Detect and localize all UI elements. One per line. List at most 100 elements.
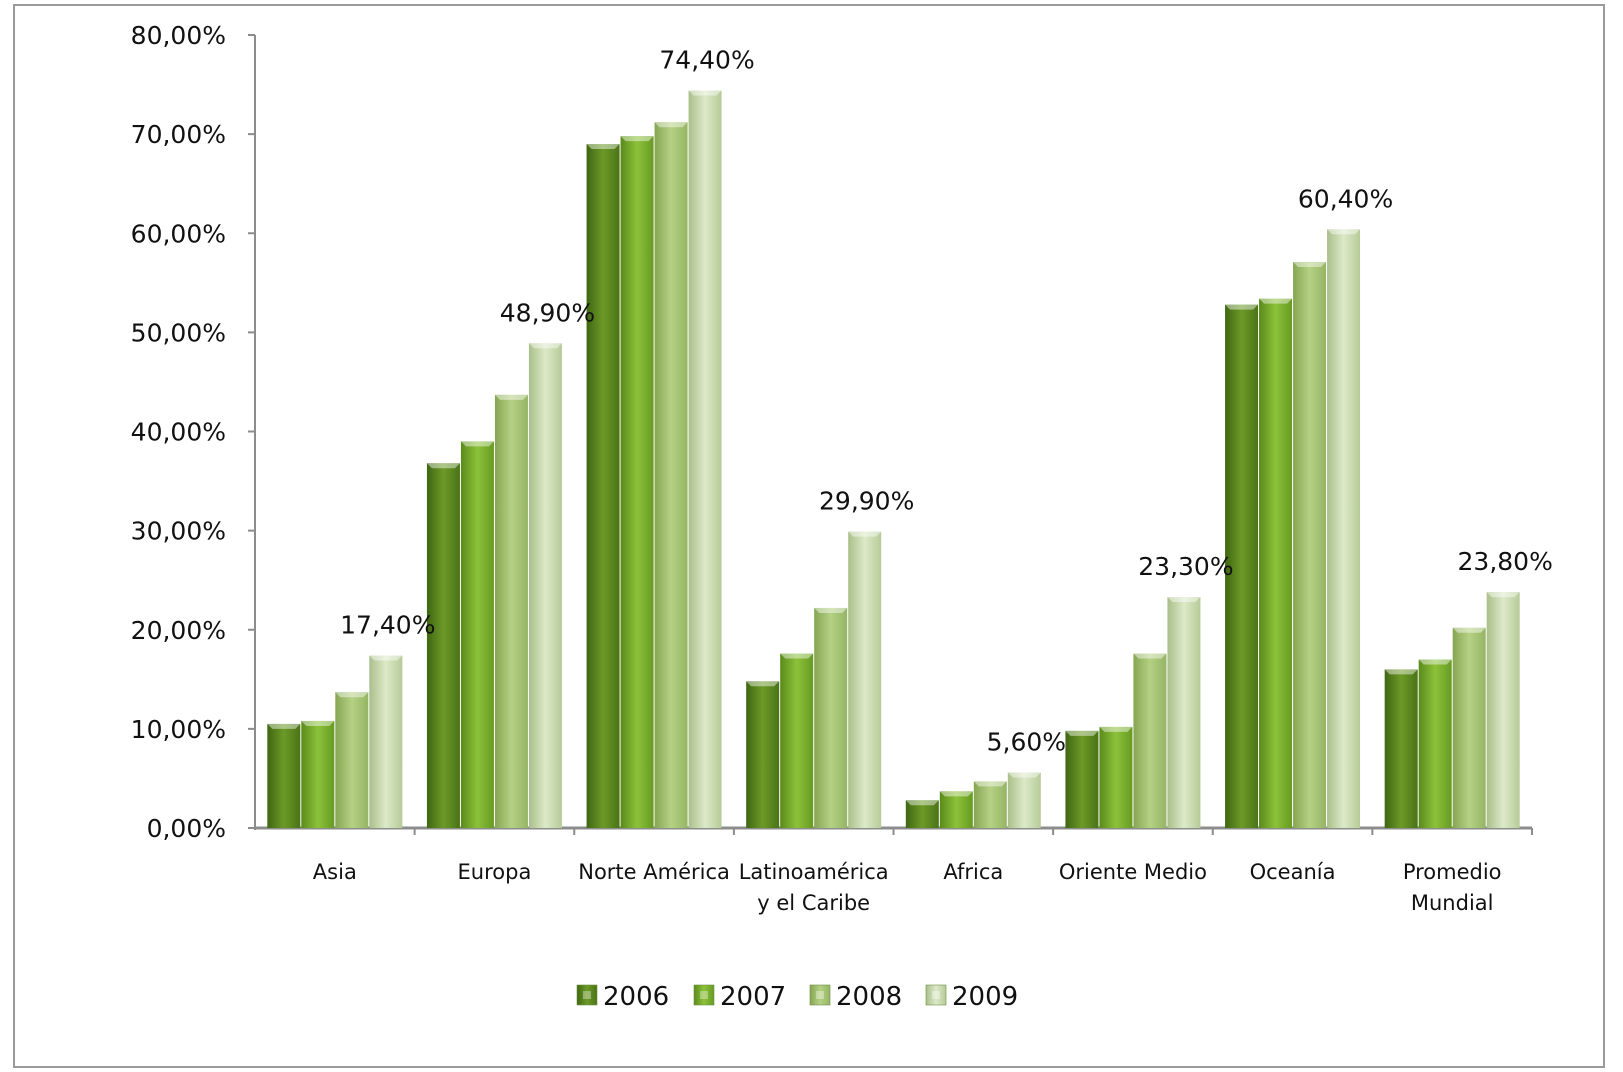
x-category-label: Oriente Medio xyxy=(1059,860,1207,884)
legend-swatch-highlight xyxy=(700,991,708,999)
bar-2008 xyxy=(1452,627,1486,828)
y-tick-label: 80,00% xyxy=(131,21,226,50)
legend-swatch-highlight xyxy=(583,991,591,999)
bar-body xyxy=(746,681,780,828)
x-category-label: Promedio xyxy=(1403,860,1502,884)
bar-body xyxy=(301,720,335,828)
legend-swatch xyxy=(925,984,947,1006)
data-labels: 17,40% 48,90% 74,40% 29,90% 5,60% 23,30% 60,40… xyxy=(340,46,1553,757)
data-label: 74,40% xyxy=(659,46,754,75)
bar-bevel xyxy=(905,800,939,806)
bar-bevel xyxy=(267,723,301,729)
legend: 2006 2007 2008 2009 xyxy=(576,982,1018,1012)
bar-body xyxy=(494,394,528,828)
x-category-label: Africa xyxy=(943,860,1003,884)
bar-body xyxy=(973,781,1007,828)
bar-body xyxy=(1167,597,1201,828)
bar-bevel xyxy=(460,441,494,447)
bar-bevel xyxy=(688,90,722,96)
bar-2007 xyxy=(301,720,335,828)
bar-2009 xyxy=(688,90,722,828)
bar-bevel xyxy=(369,655,403,661)
bar-body xyxy=(1486,592,1520,828)
bar-body xyxy=(369,655,403,828)
bar-2006 xyxy=(267,723,301,828)
bar-bevel xyxy=(780,653,814,659)
legend-item-2006: 2006 xyxy=(576,982,669,1012)
bar-2008 xyxy=(335,692,369,828)
legend-swatch-highlight xyxy=(932,991,940,999)
bar-bevel xyxy=(1452,627,1486,633)
bar-body xyxy=(1225,304,1259,828)
bar-2007 xyxy=(620,136,654,829)
data-label: 17,40% xyxy=(340,611,435,640)
legend-swatch xyxy=(809,984,831,1006)
bar-2009 xyxy=(848,531,882,828)
bar-2008 xyxy=(494,394,528,828)
bar-body xyxy=(267,723,301,828)
bar-body xyxy=(335,692,369,828)
bar-body xyxy=(939,791,973,828)
bar-bevel xyxy=(1486,592,1520,598)
legend-item-2008: 2008 xyxy=(809,982,902,1012)
bar-2006 xyxy=(1384,669,1418,828)
legend-label: 2006 xyxy=(603,982,669,1012)
legend-swatch xyxy=(693,984,715,1006)
y-tick-label: 30,00% xyxy=(131,517,226,546)
legend-label: 2008 xyxy=(836,982,902,1012)
bar-2007 xyxy=(1099,726,1133,828)
bar-body xyxy=(848,531,882,828)
y-tick-label: 40,00% xyxy=(131,418,226,447)
bar-bevel xyxy=(1293,261,1327,267)
bar-2009 xyxy=(1167,597,1201,828)
x-category-label: Mundial xyxy=(1411,891,1494,915)
bar-2006 xyxy=(426,463,460,828)
data-label: 23,30% xyxy=(1138,552,1233,581)
bar-body xyxy=(1065,730,1099,828)
y-tick-label: 10,00% xyxy=(131,715,226,744)
bar-body xyxy=(1007,772,1041,828)
bar-bevel xyxy=(1065,730,1099,736)
bar-2007 xyxy=(460,441,494,828)
y-tick-label: 60,00% xyxy=(131,219,226,248)
legend-label: 2007 xyxy=(720,982,786,1012)
bar-bevel xyxy=(494,394,528,400)
bar-bevel xyxy=(1133,653,1167,659)
bar-body xyxy=(426,463,460,828)
bar-bevel xyxy=(973,781,1007,787)
bar-2006 xyxy=(586,144,620,829)
bar-2006 xyxy=(905,800,939,828)
bar-2007 xyxy=(1418,659,1452,828)
data-label: 60,40% xyxy=(1298,184,1393,213)
bar-bevel xyxy=(335,692,369,698)
bar-body xyxy=(1384,669,1418,828)
bar-bevel xyxy=(1225,304,1259,310)
bar-2009 xyxy=(1007,772,1041,828)
bar-2008 xyxy=(973,781,1007,828)
bar-2009 xyxy=(1327,229,1361,828)
legend-label: 2009 xyxy=(952,982,1018,1012)
bar-bevel xyxy=(746,681,780,687)
bar-2008 xyxy=(1133,653,1167,828)
bar-body xyxy=(654,122,688,829)
bar-2006 xyxy=(746,681,780,828)
bar-bevel xyxy=(528,343,562,349)
bar-body xyxy=(1293,261,1327,829)
bar-body xyxy=(780,653,814,828)
x-category-label: Asia xyxy=(313,860,357,884)
bar-bevel xyxy=(1259,298,1293,304)
bar-bevel xyxy=(586,144,620,150)
legend-item-2007: 2007 xyxy=(693,982,786,1012)
x-category-label: Europa xyxy=(458,860,532,884)
data-label: 5,60% xyxy=(987,727,1066,756)
legend-item-2009: 2009 xyxy=(925,982,1018,1012)
bar-bevel xyxy=(848,531,882,537)
data-label: 48,90% xyxy=(500,298,595,327)
bar-bevel xyxy=(1384,669,1418,675)
bar-bevel xyxy=(939,791,973,797)
bars xyxy=(267,90,1520,829)
data-label: 29,90% xyxy=(819,487,914,516)
y-tick-label: 50,00% xyxy=(131,318,226,347)
y-tick-label: 70,00% xyxy=(131,120,226,149)
